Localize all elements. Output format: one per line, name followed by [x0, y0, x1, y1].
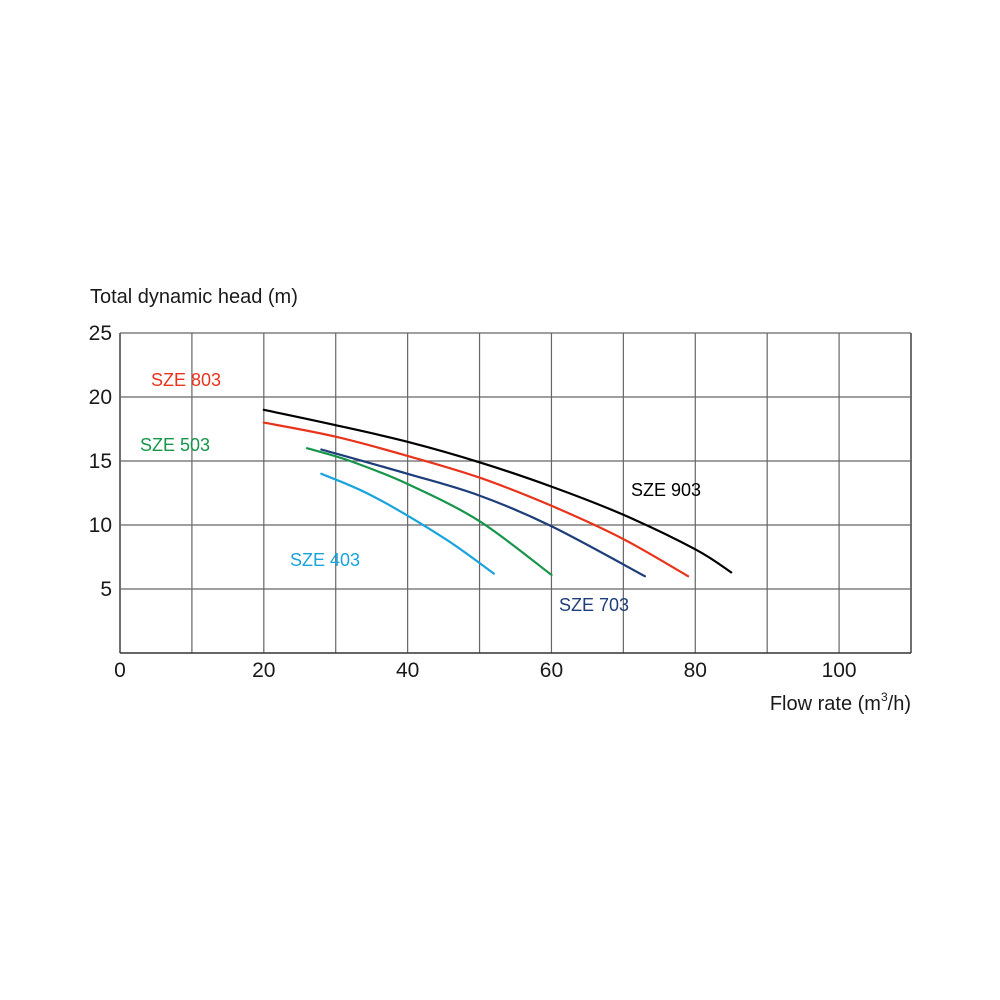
y-tick-label: 25	[89, 322, 112, 345]
labels: Total dynamic head (m) Flow rate (m3/h) …	[89, 286, 911, 715]
x-tick-label: 80	[684, 659, 707, 682]
grid	[119, 332, 912, 654]
x-axis-title-end: /h)	[888, 693, 911, 715]
series-label-sze-903: SZE 903	[631, 480, 701, 500]
x-tick-label: 20	[252, 659, 275, 682]
series-line-sze-803	[262, 421, 690, 578]
x-tick-label: 40	[396, 659, 419, 682]
x-axis-title: Flow rate (m3/h)	[770, 690, 911, 715]
x-tick-label: 0	[114, 659, 126, 682]
y-tick-label: 15	[89, 450, 112, 473]
y-tick-label: 10	[89, 514, 112, 537]
series-label-sze-503: SZE 503	[140, 435, 210, 455]
series-label-sze-803: SZE 803	[151, 370, 221, 390]
series-line-sze-703	[320, 448, 646, 578]
y-axis-title: Total dynamic head (m)	[90, 286, 298, 308]
x-tick-label: 60	[540, 659, 563, 682]
x-tick-label: 100	[822, 659, 857, 682]
x-axis-title-sup: 3	[881, 690, 888, 704]
series-line-sze-503	[305, 447, 553, 576]
series-label-sze-403: SZE 403	[290, 550, 360, 570]
y-tick-label: 20	[89, 386, 112, 409]
curves	[262, 408, 733, 578]
y-tick-label: 5	[100, 578, 112, 601]
series-label-sze-703: SZE 703	[559, 595, 629, 615]
series-line-sze-903	[262, 408, 733, 574]
series-line-sze-403	[320, 472, 495, 575]
x-axis-title-main: Flow rate (m	[770, 693, 881, 715]
